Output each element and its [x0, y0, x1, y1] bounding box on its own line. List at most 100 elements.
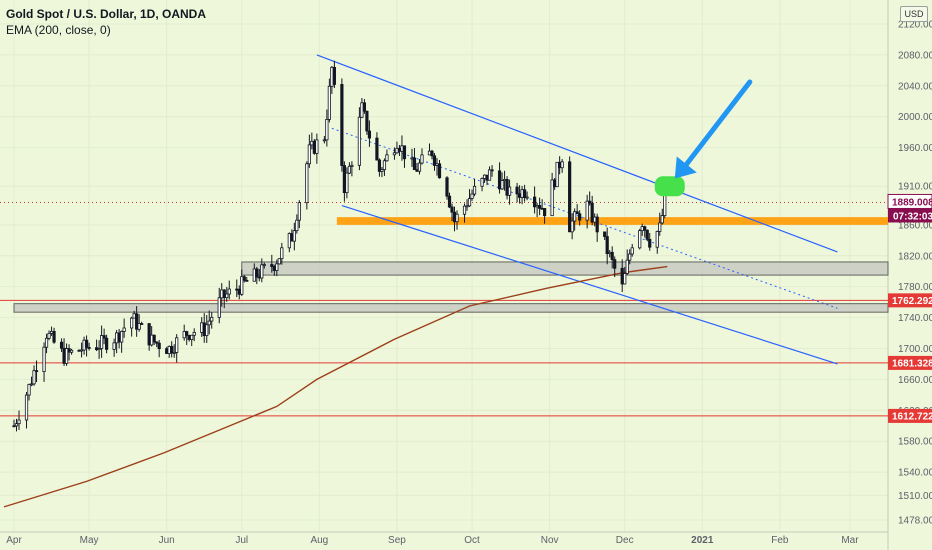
- candle-body[interactable]: [277, 258, 281, 265]
- candle-body[interactable]: [69, 349, 74, 353]
- candle-body[interactable]: [588, 200, 592, 204]
- candle-body[interactable]: [385, 154, 389, 162]
- candle-body[interactable]: [472, 185, 477, 195]
- candle-body[interactable]: [648, 238, 652, 248]
- candle-body[interactable]: [100, 335, 104, 349]
- candle-body[interactable]: [175, 337, 179, 353]
- candle-body[interactable]: [312, 140, 316, 154]
- candle-body[interactable]: [152, 334, 156, 343]
- candle-body[interactable]: [515, 186, 519, 195]
- candle-body[interactable]: [560, 161, 564, 169]
- candle-body[interactable]: [315, 139, 319, 154]
- candle-body[interactable]: [64, 348, 69, 364]
- candle-body[interactable]: [608, 251, 612, 255]
- candle-body[interactable]: [377, 159, 382, 172]
- candle-body[interactable]: [132, 313, 136, 319]
- candle-body[interactable]: [497, 170, 502, 190]
- candle-body[interactable]: [395, 147, 399, 154]
- candle-body[interactable]: [112, 342, 116, 350]
- candle-body[interactable]: [392, 152, 397, 156]
- candle-body[interactable]: [360, 102, 364, 118]
- candle-body[interactable]: [590, 202, 594, 223]
- candle-body[interactable]: [452, 211, 457, 223]
- candle-body[interactable]: [613, 259, 617, 269]
- candle-body[interactable]: [52, 331, 56, 343]
- candle-body[interactable]: [155, 341, 159, 344]
- ema-200-line[interactable]: [3, 265, 668, 508]
- candle-body[interactable]: [120, 331, 124, 343]
- candle-body[interactable]: [210, 316, 214, 322]
- breakout-highlight[interactable]: [654, 176, 685, 197]
- candle-body[interactable]: [34, 370, 39, 373]
- candle-body[interactable]: [437, 163, 442, 179]
- candle-body[interactable]: [447, 195, 452, 208]
- candle-body[interactable]: [543, 208, 547, 217]
- candle-body[interactable]: [502, 179, 507, 182]
- candle-body[interactable]: [122, 327, 126, 332]
- candle-body[interactable]: [242, 276, 246, 281]
- candle-body[interactable]: [87, 347, 91, 349]
- arrow-shaft[interactable]: [682, 79, 753, 170]
- candle-body[interactable]: [550, 179, 554, 217]
- candle-body[interactable]: [553, 179, 557, 188]
- candle-body[interactable]: [172, 352, 176, 354]
- candle-body[interactable]: [402, 145, 407, 160]
- candle-body[interactable]: [470, 193, 474, 199]
- candle-body[interactable]: [82, 339, 86, 351]
- candle-body[interactable]: [487, 169, 492, 181]
- candle-body[interactable]: [410, 157, 414, 160]
- candle-body[interactable]: [12, 425, 16, 428]
- candle-body[interactable]: [455, 213, 459, 223]
- candle-body[interactable]: [450, 206, 454, 213]
- candle-body[interactable]: [280, 247, 284, 260]
- candle-body[interactable]: [568, 161, 572, 233]
- candle-body[interactable]: [435, 163, 439, 166]
- candle-body[interactable]: [262, 264, 266, 266]
- candle-body[interactable]: [533, 196, 537, 208]
- candle-body[interactable]: [482, 174, 487, 179]
- candle-body[interactable]: [205, 324, 209, 337]
- candle-body[interactable]: [117, 332, 121, 343]
- candle-body[interactable]: [225, 293, 229, 299]
- candle-body[interactable]: [255, 268, 259, 278]
- candle-body[interactable]: [517, 193, 522, 198]
- candle-body[interactable]: [630, 247, 634, 255]
- candle-body[interactable]: [29, 383, 34, 386]
- candle-body[interactable]: [330, 66, 334, 87]
- candle-body[interactable]: [257, 276, 261, 279]
- candle-body[interactable]: [305, 163, 309, 204]
- candle-body[interactable]: [47, 333, 51, 339]
- candle-body[interactable]: [270, 264, 274, 267]
- candle-body[interactable]: [150, 334, 154, 346]
- candle-body[interactable]: [380, 169, 384, 172]
- candle-body[interactable]: [252, 268, 256, 282]
- candle-body[interactable]: [350, 164, 354, 167]
- candle-body[interactable]: [365, 110, 369, 132]
- candle-body[interactable]: [420, 154, 424, 164]
- candle-body[interactable]: [105, 337, 109, 350]
- arrow-head[interactable]: [674, 156, 697, 179]
- candle-body[interactable]: [79, 349, 84, 352]
- candle-body[interactable]: [570, 220, 574, 233]
- candle-body[interactable]: [397, 147, 402, 152]
- resistance-zone-orange[interactable]: [336, 217, 888, 225]
- candle-body[interactable]: [185, 331, 189, 336]
- candle-body[interactable]: [207, 320, 211, 326]
- candle-body[interactable]: [77, 349, 81, 352]
- candle-body[interactable]: [287, 233, 291, 249]
- candle-body[interactable]: [14, 423, 19, 427]
- candle-body[interactable]: [165, 348, 169, 354]
- candle-body[interactable]: [157, 342, 161, 350]
- candle-body[interactable]: [44, 337, 49, 348]
- candle-body[interactable]: [167, 345, 171, 354]
- candle-body[interactable]: [658, 222, 662, 232]
- candle-body[interactable]: [342, 165, 346, 194]
- channel-upper-line[interactable]: [316, 54, 838, 253]
- candle-body[interactable]: [322, 139, 326, 142]
- candle-body[interactable]: [147, 323, 151, 346]
- candle-body[interactable]: [620, 267, 624, 285]
- candle-body[interactable]: [507, 186, 512, 196]
- candle-body[interactable]: [643, 226, 647, 231]
- candle-body[interactable]: [170, 345, 174, 354]
